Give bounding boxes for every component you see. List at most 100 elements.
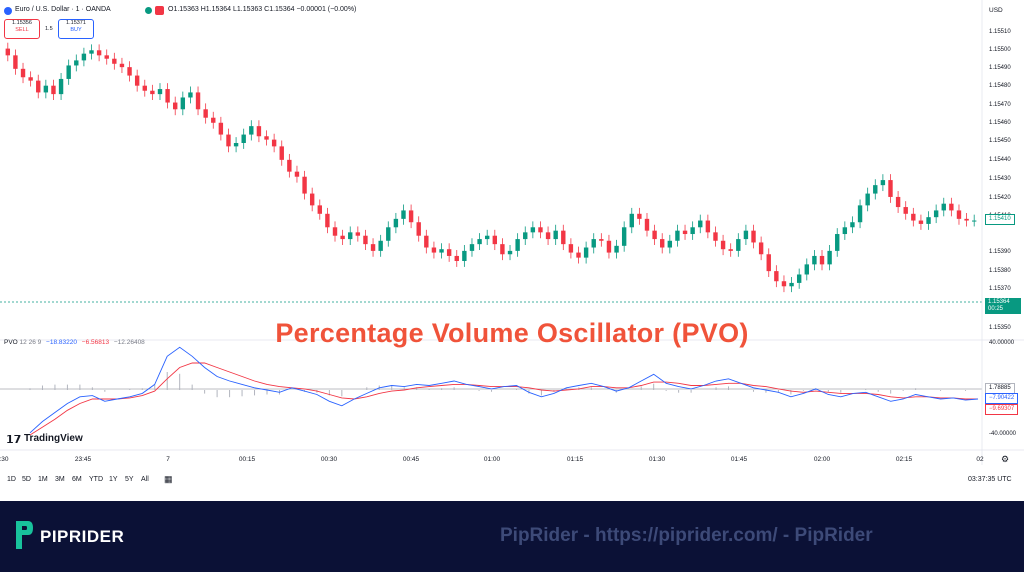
candle xyxy=(743,230,749,240)
countdown-value: 00:25 xyxy=(988,306,1004,312)
timeframe-button[interactable]: 1M xyxy=(38,476,48,483)
osc-axis-bottom: -40.00000 xyxy=(989,431,1017,437)
timeframe-button[interactable]: 3M xyxy=(55,476,65,483)
buy-label: BUY xyxy=(70,27,82,33)
candle xyxy=(903,207,908,214)
candle xyxy=(888,180,893,197)
candle xyxy=(606,240,612,253)
candle xyxy=(873,185,878,194)
time-axis-label: 00:30 xyxy=(320,456,338,463)
timeframe-button[interactable]: 1Y xyxy=(109,476,118,483)
candle xyxy=(766,254,771,272)
time-axis-label: 7 xyxy=(166,456,170,463)
price-axis-label: 1.15460 xyxy=(989,120,1011,126)
indicator-legend[interactable]: PVO 12 26 9 −18.83220 −6.56813 −12.26408 xyxy=(4,339,145,346)
candle xyxy=(157,89,163,95)
buy-price: 1.15371 xyxy=(66,20,86,26)
candle xyxy=(211,117,216,123)
candle xyxy=(796,274,802,283)
price-axis-label: 1.15430 xyxy=(989,176,1011,182)
currency-label[interactable]: USD xyxy=(989,7,1003,14)
candle xyxy=(705,220,711,233)
candle xyxy=(96,50,102,56)
candle xyxy=(523,232,528,240)
candle xyxy=(416,222,421,236)
candle xyxy=(918,220,924,224)
candle xyxy=(469,244,475,251)
ohlc-values: O1.15363 H1.15364 L1.15363 C1.15364 −0.0… xyxy=(168,6,357,13)
candle xyxy=(857,205,863,223)
timeframe-button[interactable]: 5D xyxy=(22,476,31,483)
candle xyxy=(728,249,733,251)
candle xyxy=(20,68,26,78)
candle xyxy=(911,213,916,221)
utc-clock[interactable]: 03:37:35 UTC xyxy=(968,476,1012,483)
indicator-value-1: −18.83220 xyxy=(46,339,77,346)
axis-settings-icon[interactable]: ⚙ xyxy=(1001,454,1010,464)
price-chart[interactable] xyxy=(0,0,1024,500)
candle xyxy=(393,218,399,228)
time-axis-label: 00:15 xyxy=(238,456,256,463)
candle xyxy=(150,90,155,95)
timeframe-button[interactable]: YTD xyxy=(89,476,103,483)
tradingview-label: TradingView xyxy=(24,433,83,444)
pvo-line xyxy=(29,346,979,434)
candle xyxy=(363,235,368,245)
candle xyxy=(5,48,11,56)
timeframe-button[interactable]: 1D xyxy=(7,476,16,483)
candle xyxy=(112,58,117,64)
sell-button[interactable]: 1.15356 SELL xyxy=(4,19,40,39)
symbol-title[interactable]: Euro / U.S. Dollar · 1 · OANDA xyxy=(15,6,111,13)
candle xyxy=(789,282,794,287)
price-axis-label: 1.15440 xyxy=(989,157,1011,163)
candle xyxy=(431,247,437,253)
last-price-tag: 1.15410 xyxy=(985,214,1015,225)
candle xyxy=(340,235,345,240)
calendar-icon[interactable]: ▦ xyxy=(164,474,173,484)
candle xyxy=(827,250,832,265)
candle xyxy=(81,53,87,61)
market-status-icon xyxy=(145,7,152,14)
candle xyxy=(941,203,946,211)
buy-button[interactable]: 1.15371 BUY xyxy=(58,19,94,39)
candle xyxy=(462,250,467,261)
price-axis-label: 1.15390 xyxy=(989,249,1011,255)
time-axis-label: 01:00 xyxy=(483,456,501,463)
osc-pvo-tag: −7.90422 xyxy=(985,393,1019,404)
candle xyxy=(264,136,269,140)
price-axis-label: 1.15380 xyxy=(989,268,1011,274)
signal-line xyxy=(29,362,978,436)
timeframe-button[interactable]: All xyxy=(141,476,149,483)
candle xyxy=(576,252,581,258)
candle xyxy=(424,235,429,248)
time-axis-label: 01:15 xyxy=(566,456,584,463)
candle xyxy=(507,250,513,255)
time-axis-label: 02:15 xyxy=(895,456,913,463)
candle xyxy=(850,222,855,228)
indicator-title: PVO xyxy=(4,339,18,346)
candle xyxy=(142,85,147,91)
candle xyxy=(249,126,254,135)
timeframe-button[interactable]: 6M xyxy=(72,476,82,483)
candle xyxy=(621,227,627,246)
candle xyxy=(492,235,498,245)
overlay-title: Percentage Volume Oscillator (PVO) xyxy=(275,318,749,348)
candle xyxy=(173,102,178,110)
price-axis[interactable]: 1.15510 1.15500 1.15490 1.15480 1.15470 1.154… xyxy=(988,0,1024,340)
indicator-value-3: −12.26408 xyxy=(113,339,145,346)
candle xyxy=(781,281,787,287)
candle xyxy=(895,196,901,208)
candle xyxy=(926,217,931,224)
candle xyxy=(165,89,170,103)
candle xyxy=(804,264,809,275)
timeframe-button[interactable]: 5Y xyxy=(125,476,134,483)
candle xyxy=(751,230,756,243)
candle xyxy=(370,244,376,251)
time-axis-label: 01:30 xyxy=(648,456,666,463)
osc-hist-value: 1.78885 xyxy=(989,385,1011,391)
candle xyxy=(758,242,764,255)
candle xyxy=(203,109,208,118)
candle xyxy=(355,232,361,236)
candle xyxy=(28,77,33,81)
